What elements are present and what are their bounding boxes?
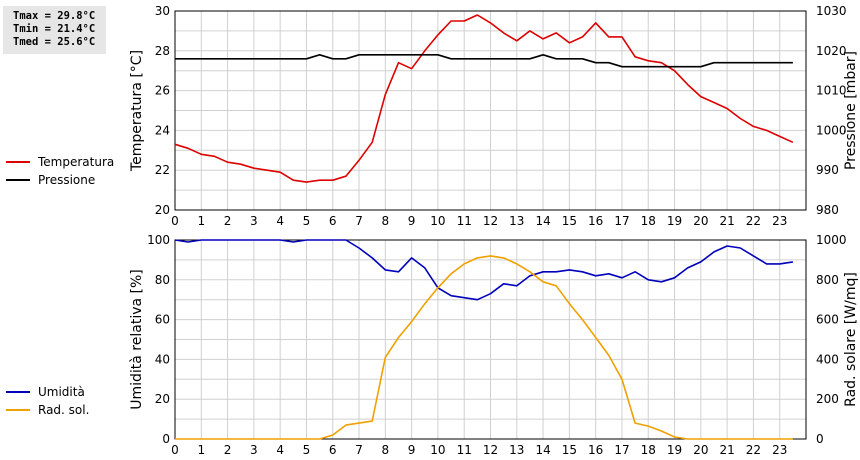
series-line-umidit [174, 239, 794, 301]
x-tick-label: 22 [746, 443, 761, 457]
x-tick-label: 4 [276, 214, 284, 228]
series-line-pressione [175, 53, 793, 68]
plot-frame [174, 239, 807, 440]
x-tick-label: 10 [430, 443, 445, 457]
y-tick-label-right: 400 [816, 352, 839, 366]
x-tick-label: 13 [509, 443, 524, 457]
y-tick-label-left: 22 [155, 163, 170, 177]
legend-label: Temperatura [37, 155, 114, 169]
x-tick-label: 20 [693, 443, 708, 457]
x-tick-label: 9 [408, 214, 416, 228]
x-tick-label: 15 [562, 443, 577, 457]
y-axis-title-right: Rad. solare [W/mq] [843, 272, 859, 407]
x-tick-label: 14 [535, 443, 550, 457]
x-tick-label: 19 [667, 443, 682, 457]
x-tick-label: 7 [355, 214, 363, 228]
x-tick-label: 0 [171, 214, 179, 228]
x-tick-label: 1 [197, 443, 205, 457]
x-tick-label: 8 [382, 443, 390, 457]
x-tick-label: 15 [562, 214, 577, 228]
legend-label: Rad. sol. [38, 403, 89, 417]
y-tick-label-left: 20 [155, 392, 170, 406]
x-tick-label: 6 [329, 214, 337, 228]
y-tick-label-right: 1010 [816, 84, 847, 98]
x-tick-label: 23 [772, 443, 787, 457]
x-tick-label: 18 [641, 443, 656, 457]
x-tick-label: 8 [382, 214, 390, 228]
y-axis-title-left: Temperatura [°C] [129, 50, 145, 172]
y-tick-label-right: 990 [816, 163, 839, 177]
stats-box: Tmax = 29.8°C Tmin = 21.4°C Tmed = 25.6°… [3, 6, 106, 54]
y-tick-label-right: 200 [816, 392, 839, 406]
y-tick-label-left: 20 [155, 203, 170, 217]
x-tick-label: 16 [588, 214, 603, 228]
y-tick-label-left: 100 [147, 233, 170, 247]
x-tick-label: 23 [772, 214, 787, 228]
y-tick-label-left: 80 [155, 273, 170, 287]
y-tick-label-right: 980 [816, 203, 839, 217]
x-tick-label: 1 [197, 214, 205, 228]
x-tick-label: 21 [719, 214, 734, 228]
x-tick-label: 18 [641, 214, 656, 228]
y-tick-label-left: 30 [155, 4, 170, 18]
y-tick-label-right: 1000 [816, 123, 847, 137]
x-tick-label: 12 [483, 443, 498, 457]
x-tick-label: 11 [457, 214, 472, 228]
y-tick-label-left: 60 [155, 313, 170, 327]
x-tick-label: 20 [693, 214, 708, 228]
x-tick-label: 4 [276, 443, 284, 457]
y-tick-label-right: 1000 [816, 233, 847, 247]
x-tick-label: 3 [250, 214, 258, 228]
x-tick-label: 9 [408, 443, 416, 457]
x-tick-label: 16 [588, 443, 603, 457]
y-tick-label-right: 1020 [816, 44, 847, 58]
x-tick-label: 5 [303, 443, 311, 457]
x-tick-label: 17 [614, 214, 629, 228]
x-tick-label: 6 [329, 443, 337, 457]
x-tick-label: 21 [719, 443, 734, 457]
x-tick-label: 11 [457, 443, 472, 457]
y-tick-label-left: 40 [155, 352, 170, 366]
y-tick-label-left: 0 [162, 432, 170, 446]
y-tick-label-right: 1030 [816, 4, 847, 18]
x-tick-label: 0 [171, 443, 179, 457]
tmed-text: Tmed = 25.6°C [13, 36, 96, 48]
series-line-rad-sol [175, 255, 793, 440]
x-tick-label: 12 [483, 214, 498, 228]
x-tick-label: 2 [224, 443, 232, 457]
tmin-text: Tmin = 21.4°C [13, 23, 96, 35]
plot-frame [174, 10, 807, 211]
y-axis-title-left: Umidità relativa [%] [129, 269, 145, 410]
legend-label: Umidità [38, 385, 85, 399]
x-tick-label: 7 [355, 443, 363, 457]
x-tick-label: 2 [224, 214, 232, 228]
y-tick-label-left: 24 [155, 123, 170, 137]
x-tick-label: 5 [303, 214, 311, 228]
x-tick-label: 13 [509, 214, 524, 228]
x-tick-label: 17 [614, 443, 629, 457]
series-line-temperatura [174, 14, 794, 183]
legend-label: Pressione [38, 173, 95, 187]
x-tick-label: 10 [430, 214, 445, 228]
x-tick-label: 19 [667, 214, 682, 228]
tmax-text: Tmax = 29.8°C [13, 10, 96, 22]
y-tick-label-right: 800 [816, 273, 839, 287]
x-tick-label: 22 [746, 214, 761, 228]
y-axis-title-right: Pressione [mbar] [843, 51, 859, 170]
y-tick-label-right: 0 [816, 432, 824, 446]
x-tick-label: 14 [535, 214, 550, 228]
y-tick-label-left: 26 [155, 84, 170, 98]
y-tick-label-left: 28 [155, 44, 170, 58]
x-tick-label: 3 [250, 443, 258, 457]
y-tick-label-right: 600 [816, 313, 839, 327]
